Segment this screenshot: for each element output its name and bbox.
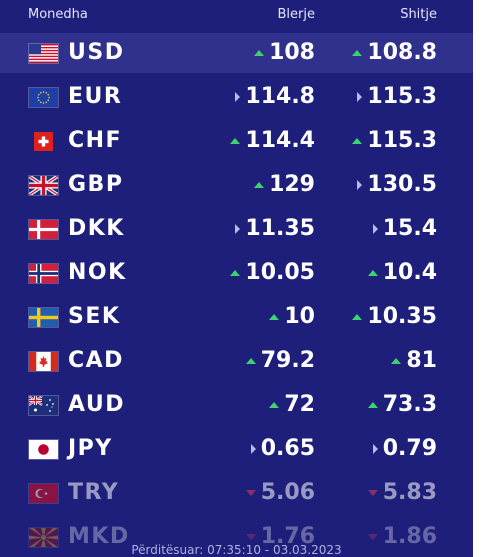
currency-code: NOK [68, 260, 127, 285]
trend-up-icon [254, 49, 265, 56]
sell-rate: 81 [391, 348, 437, 373]
buy-rate: 10.05 [230, 260, 315, 285]
rate-row-chf: CHF 114.4 115.3 [0, 121, 473, 161]
buy-rate: 10 [269, 304, 315, 329]
trend-down-icon [367, 489, 378, 496]
buy-rate: 79.2 [245, 348, 315, 373]
sell-rate: 73.3 [367, 392, 437, 417]
trend-up-icon [269, 313, 280, 320]
trend-up-icon [269, 401, 280, 408]
currency-code: CAD [68, 348, 124, 373]
sell-rate: 5.83 [367, 480, 437, 505]
sell-rate: 115.3 [357, 84, 437, 109]
currency-code: SEK [68, 304, 121, 329]
au-flag-icon [29, 396, 58, 415]
sell-column-header: Shitje [400, 7, 437, 22]
trend-unchanged-icon [357, 179, 363, 190]
trend-down-icon [245, 533, 256, 540]
rate-row-dkk: DKK 11.35 15.4 [0, 209, 473, 249]
jp-flag-icon [29, 440, 58, 459]
buy-rate: 114.4 [230, 128, 315, 153]
trend-up-icon [254, 181, 265, 188]
sell-rate: 0.79 [372, 436, 437, 461]
last-updated-text: Përditësuar: 07:35:10 - 03.03.2023 [131, 543, 342, 557]
rate-row-usd: USD 108 108.8 [0, 33, 473, 73]
trend-unchanged-icon [250, 443, 256, 454]
trend-up-icon [367, 269, 378, 276]
rate-row-mkd: MKD 1.76 1.86 [0, 517, 473, 557]
mk-flag-icon [29, 528, 58, 547]
trend-unchanged-icon [235, 223, 241, 234]
sell-rate: 15.4 [372, 216, 437, 241]
trend-unchanged-icon [372, 443, 378, 454]
currency-code: TRY [68, 480, 120, 505]
trend-up-icon [352, 137, 363, 144]
buy-column-header: Blerje [277, 7, 315, 22]
gb-flag-icon [29, 176, 58, 195]
trend-up-icon [230, 269, 241, 276]
trend-up-icon [367, 401, 378, 408]
trend-unchanged-icon [235, 91, 241, 102]
currency-code: AUD [68, 392, 125, 417]
sell-rate: 115.3 [352, 128, 437, 153]
currency-code: JPY [68, 436, 113, 461]
scrollbar[interactable] [473, 0, 483, 557]
buy-rate: 5.06 [245, 480, 315, 505]
currency-code: DKK [68, 216, 125, 241]
rate-row-aud: AUD 72 73.3 [0, 385, 473, 425]
rate-row-jpy: JPY 0.65 0.79 [0, 429, 473, 469]
exchange-rates-panel: Monedha Blerje Shitje USD 108 108.8 [0, 0, 473, 557]
buy-rate: 11.35 [235, 216, 315, 241]
tr-flag-icon [29, 484, 58, 503]
rate-row-try: TRY 5.06 5.83 [0, 473, 473, 513]
table-header: Monedha Blerje Shitje [0, 0, 473, 30]
rate-row-gbp: GBP 129 130.5 [0, 165, 473, 205]
buy-rate: 72 [269, 392, 315, 417]
sell-rate: 1.86 [367, 524, 437, 549]
trend-up-icon [352, 49, 363, 56]
currency-code: EUR [68, 84, 123, 109]
trend-up-icon [391, 357, 402, 364]
dk-flag-icon [29, 220, 58, 239]
trend-up-icon [352, 313, 363, 320]
sell-rate: 10.4 [367, 260, 437, 285]
rate-row-cad: CAD 79.2 81 [0, 341, 473, 381]
sell-rate: 108.8 [352, 40, 437, 65]
ca-flag-icon [29, 352, 58, 371]
buy-rate: 129 [254, 172, 315, 197]
buy-rate: 0.65 [250, 436, 315, 461]
trend-down-icon [245, 489, 256, 496]
rate-row-eur: EUR 114.8 115.3 [0, 77, 473, 117]
trend-up-icon [230, 137, 241, 144]
ch-flag-icon [29, 132, 58, 151]
trend-down-icon [367, 533, 378, 540]
trend-unchanged-icon [372, 223, 378, 234]
sell-rate: 10.35 [352, 304, 437, 329]
buy-rate: 1.76 [245, 524, 315, 549]
no-flag-icon [29, 264, 58, 283]
us-flag-icon [29, 44, 58, 63]
currency-code: USD [68, 40, 125, 65]
currency-column-header: Monedha [28, 7, 88, 22]
rate-row-sek: SEK 10 10.35 [0, 297, 473, 337]
trend-unchanged-icon [357, 91, 363, 102]
rate-row-nok: NOK 10.05 10.4 [0, 253, 473, 293]
se-flag-icon [29, 308, 58, 327]
sell-rate: 130.5 [357, 172, 437, 197]
trend-up-icon [245, 357, 256, 364]
currency-code: GBP [68, 172, 124, 197]
currency-code: MKD [68, 524, 130, 549]
buy-rate: 114.8 [235, 84, 315, 109]
buy-rate: 108 [254, 40, 315, 65]
currency-code: CHF [68, 128, 123, 153]
eu-flag-icon [29, 88, 58, 107]
